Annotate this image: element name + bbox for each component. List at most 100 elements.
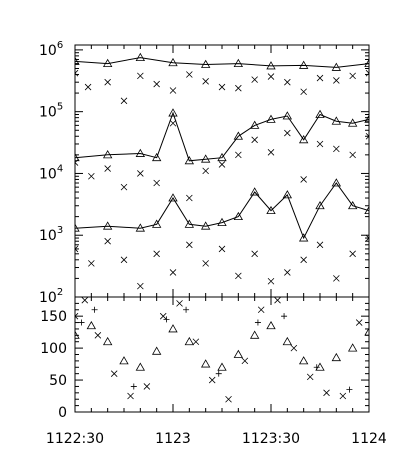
x-point xyxy=(104,237,111,245)
triangle-point xyxy=(184,219,195,228)
triangle-point xyxy=(217,152,227,162)
top-panel: 102 103 104 105 106 xyxy=(39,40,370,306)
x-point xyxy=(88,260,95,267)
x-tick-label: 1124 xyxy=(351,431,387,447)
x-point xyxy=(349,151,356,159)
x-point xyxy=(349,250,356,258)
x-point xyxy=(300,176,307,183)
x-point xyxy=(349,72,356,80)
triangle-point xyxy=(151,219,162,228)
x-point xyxy=(235,272,242,280)
x-point xyxy=(225,395,232,403)
plus-point xyxy=(281,313,288,320)
triangle-point xyxy=(331,352,342,362)
triangle-point xyxy=(282,111,293,120)
plus-point xyxy=(183,306,190,313)
y-tick-label: 106 xyxy=(39,40,63,59)
x-point xyxy=(274,297,281,304)
series-line xyxy=(75,111,369,162)
triangle-point xyxy=(75,223,80,232)
x-point xyxy=(284,129,291,137)
plus-point xyxy=(313,364,320,371)
bottom-panel: 0 50 100 150 1122:30 1123 1123:30 1124 xyxy=(40,296,387,447)
x-point xyxy=(84,83,92,91)
triangle-point xyxy=(151,152,162,162)
triangle-point xyxy=(331,116,342,125)
triangle-point xyxy=(331,62,342,71)
x-point xyxy=(169,87,177,94)
triangle-point xyxy=(282,336,293,346)
x-point xyxy=(323,389,330,397)
triangle-point xyxy=(135,52,146,62)
plus-point xyxy=(78,319,85,326)
x-point xyxy=(218,245,226,253)
triangle-point xyxy=(266,320,276,330)
plus-point xyxy=(163,316,170,323)
plus-point xyxy=(254,319,261,326)
x-point xyxy=(365,234,369,242)
x-point xyxy=(88,172,95,180)
triangle-point xyxy=(249,120,260,129)
triangle-point xyxy=(298,135,309,144)
x-point xyxy=(104,78,111,86)
plot-area xyxy=(75,297,369,403)
triangle-point xyxy=(135,223,146,232)
x-point xyxy=(333,275,340,282)
x-point xyxy=(110,370,118,377)
series-0 xyxy=(75,320,369,371)
x-point xyxy=(300,88,307,96)
x-point xyxy=(202,167,209,175)
series-1 xyxy=(75,297,363,403)
triangle-point xyxy=(168,193,178,202)
x-point xyxy=(306,373,314,381)
triangle-point xyxy=(331,178,342,187)
triangle-point xyxy=(102,58,113,67)
triangle-point xyxy=(200,59,211,68)
triangle-point xyxy=(266,205,276,215)
y-tick-label: 100 xyxy=(40,341,67,357)
x-point xyxy=(257,306,265,314)
y-tick-label: 50 xyxy=(49,373,67,389)
x-point xyxy=(267,73,275,80)
triangle-point xyxy=(135,362,146,371)
triangle-point xyxy=(102,336,113,346)
plus-point xyxy=(215,370,222,377)
triangle-point xyxy=(168,108,178,117)
x-point xyxy=(75,245,79,253)
plus-point xyxy=(130,383,137,390)
x-point xyxy=(202,78,209,85)
x-point xyxy=(169,119,177,127)
series-2 xyxy=(75,108,369,165)
triangle-point xyxy=(168,57,178,67)
triangle-point xyxy=(364,205,369,215)
x-point xyxy=(75,159,79,166)
triangle-point xyxy=(315,109,325,118)
x-point xyxy=(316,241,324,249)
triangle-point xyxy=(168,324,178,333)
triangle-point xyxy=(364,114,369,123)
y-tick-label: 103 xyxy=(39,225,63,244)
x-point xyxy=(176,300,183,307)
x-tick-label: 1122:30 xyxy=(46,431,104,447)
x-point xyxy=(218,83,226,91)
triangle-point xyxy=(233,131,244,140)
triangle-point xyxy=(347,118,358,127)
x-tick-label: 1123 xyxy=(155,431,191,447)
triangle-point xyxy=(102,221,113,230)
triangle-point xyxy=(266,114,276,123)
triangle-point xyxy=(217,362,227,371)
x-point xyxy=(333,145,340,153)
series-3 xyxy=(75,119,369,202)
triangle-point xyxy=(315,362,325,371)
x-point xyxy=(75,69,79,77)
triangle-point xyxy=(298,356,309,365)
series-0 xyxy=(75,52,369,71)
x-point xyxy=(186,194,193,202)
triangle-point xyxy=(364,327,369,336)
x-point xyxy=(339,392,347,400)
triangle-point xyxy=(347,343,358,352)
x-point xyxy=(290,344,298,352)
x-point xyxy=(127,392,134,400)
series-4 xyxy=(75,178,369,242)
